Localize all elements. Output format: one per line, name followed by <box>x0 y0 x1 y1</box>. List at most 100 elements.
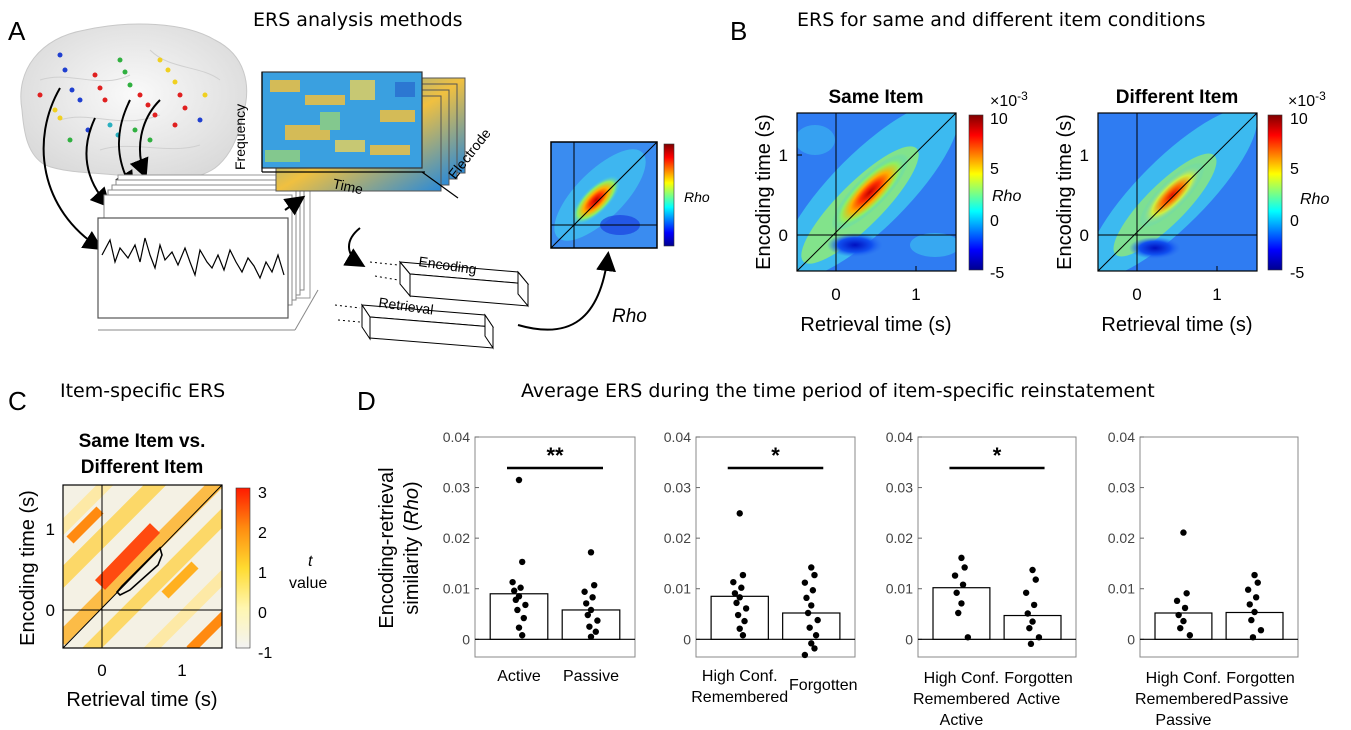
data-point <box>958 600 965 607</box>
data-point <box>586 623 593 630</box>
y-tick-label: 0.02 <box>1108 530 1135 546</box>
tvalue-colorbar: 3 2 1 0 -1 t value <box>235 485 327 662</box>
category-label: Passive <box>1233 691 1289 708</box>
different-item-cb-label: Rho <box>1300 191 1329 208</box>
same-item-map: Same Item 0 1 1 0 Retrieval time (s) E <box>753 87 957 336</box>
data-point <box>1032 576 1039 583</box>
data-point <box>739 571 747 579</box>
data-point <box>734 611 742 619</box>
data-point <box>808 640 815 647</box>
same-item-cb-tick-3: -5 <box>990 265 1004 282</box>
different-item-xtick-0: 0 <box>1132 285 1141 304</box>
different-item-ytick-0: 1 <box>1080 146 1089 165</box>
data-point <box>1029 618 1036 625</box>
data-point <box>808 564 815 571</box>
data-point <box>1244 586 1252 593</box>
tvalue-map: 0 1 1 0 Retrieval time (s) Encoding time… <box>17 484 223 711</box>
panel-b: B ERS for same and different item condit… <box>730 9 1329 336</box>
data-point <box>594 617 601 624</box>
retrieval-box: Retrieval <box>334 294 494 350</box>
data-point <box>1027 640 1035 648</box>
y-tick-label: 0.01 <box>1108 581 1135 597</box>
data-point <box>736 510 743 517</box>
y-tick-label: 0.01 <box>886 581 913 597</box>
bar-1 <box>932 587 991 640</box>
data-point <box>806 624 813 631</box>
data-point <box>587 606 595 614</box>
panel-d-title: Average ERS during the time period of it… <box>521 380 1155 402</box>
data-point <box>1030 601 1038 609</box>
category-label: Active <box>497 668 541 685</box>
category-label: High Conf. <box>702 668 778 685</box>
data-point <box>811 645 818 652</box>
different-item-cb-tick-1: 5 <box>1290 161 1299 178</box>
data-point <box>812 632 820 639</box>
data-point <box>1180 529 1187 536</box>
panel-d-ylabel-line1: Encoding-retrieval <box>376 467 398 628</box>
data-point <box>738 584 745 591</box>
same-item-colorbar: ×10-3 10 5 0 -5 Rho <box>968 89 1028 282</box>
different-item-cb-exponent: ×10-3 <box>1288 89 1326 110</box>
panel-d-ylabel-line2: similarity (Rho) <box>401 481 423 614</box>
data-point <box>1252 594 1260 601</box>
bar-1 <box>710 595 769 640</box>
y-tick-label: 0 <box>462 631 470 647</box>
data-point <box>803 594 810 602</box>
same-item-title: Same Item <box>828 87 923 108</box>
data-point <box>1024 610 1031 617</box>
panel-c-cb-tick-3: 0 <box>258 605 267 622</box>
category-label: High Conf. <box>924 670 1000 687</box>
panel-c-xtick-0: 0 <box>97 661 106 680</box>
data-point <box>730 578 737 586</box>
data-point <box>953 589 960 596</box>
data-point <box>961 564 968 571</box>
axis-time-label: Time <box>331 175 364 197</box>
panel-a: A ERS analysis methods <box>8 9 710 350</box>
bar-chart-3: 0.04 0.03 0.02 0.01 0 High Conf. Remembered Act… <box>886 429 1077 729</box>
data-point <box>592 628 599 635</box>
data-point <box>1175 611 1182 619</box>
data-point <box>801 651 809 659</box>
y-tick-label: 0.03 <box>443 480 470 496</box>
panel-c-label: C <box>8 386 27 416</box>
data-point <box>804 609 812 617</box>
brain-illustration <box>20 23 248 251</box>
data-point <box>811 571 818 579</box>
data-point <box>958 554 965 562</box>
data-point <box>1029 566 1036 574</box>
data-point <box>519 632 526 639</box>
data-point <box>741 617 748 625</box>
bar-1 <box>489 593 549 640</box>
data-point <box>512 596 519 604</box>
significance-stars: * <box>771 443 780 468</box>
different-item-title: Different Item <box>1116 87 1238 108</box>
panel-a-title: ERS analysis methods <box>253 9 463 31</box>
panel-c-cb-label-value: value <box>289 575 327 592</box>
data-point <box>1254 579 1261 586</box>
category-label: Remembered <box>1135 691 1232 708</box>
data-point <box>1257 626 1265 634</box>
data-point <box>1183 590 1190 597</box>
data-point <box>587 549 595 556</box>
same-item-cb-exponent: ×10-3 <box>990 89 1028 110</box>
y-tick-label: 0.02 <box>886 530 913 546</box>
data-point <box>584 611 591 619</box>
category-label: High Conf. <box>1146 670 1222 687</box>
data-point <box>1248 616 1255 624</box>
same-item-cb-tick-1: 5 <box>990 161 999 178</box>
same-item-ylabel: Encoding time (s) <box>753 114 775 270</box>
panel-c-map-title-line2: Different Item <box>81 457 203 478</box>
y-tick-label: 0.02 <box>443 530 470 546</box>
panel-c-cb-tick-4: -1 <box>258 645 272 662</box>
category-label: Forgotten <box>1004 670 1072 687</box>
panel-c-ylabel: Encoding time (s) <box>17 490 39 646</box>
significance-stars: * <box>993 443 1002 468</box>
bar-2 <box>1003 614 1062 640</box>
same-item-cb-tick-2: 0 <box>990 213 999 230</box>
y-tick-label: 0.04 <box>664 429 691 445</box>
panel-c-xtick-1: 1 <box>177 661 186 680</box>
panel-c-cb-tick-0: 3 <box>258 485 267 502</box>
y-tick-label: 0.04 <box>886 429 913 445</box>
